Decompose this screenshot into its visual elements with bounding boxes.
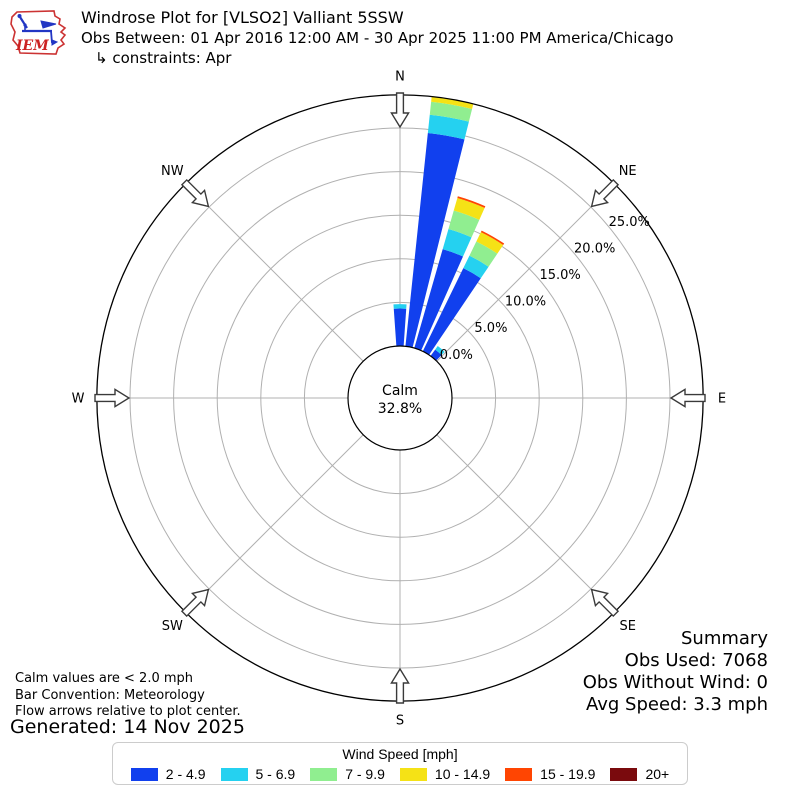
summary-block: Summary Obs Used: 7068 Obs Without Wind:… <box>583 628 768 716</box>
flow-arrow-icon <box>669 388 706 408</box>
grid-spoke <box>185 183 364 362</box>
windrose-bar-segment <box>476 232 504 254</box>
grid-spoke <box>436 183 615 362</box>
windrose-bar-segment <box>480 230 505 246</box>
legend-label: 2 - 4.9 <box>165 766 206 782</box>
legend-item-1: 5 - 6.9 <box>220 766 296 782</box>
compass-label-s: S <box>396 714 404 729</box>
chart-constraints: ↳ constraints: Apr <box>95 49 232 67</box>
windrose-bar-segment <box>422 268 481 355</box>
windrose-bar-segment <box>435 346 445 355</box>
calm-note: Calm values are < 2.0 mph <box>15 671 194 686</box>
title-block: Windrose Plot for [VLSO2] Valliant 5SSW … <box>81 8 674 68</box>
legend-swatch-icon <box>220 767 248 781</box>
windrose-bar-segment <box>453 197 485 220</box>
legend-label: 7 - 9.9 <box>345 766 385 782</box>
legend-item-4: 15 - 19.9 <box>505 766 595 782</box>
windrose-bar-segment <box>427 114 469 140</box>
flow-arrow-icon <box>590 178 620 208</box>
iem-logo: IEM <box>10 10 67 55</box>
ring-tick-label: 5.0% <box>474 321 507 336</box>
summary-avg-speed: Avg Speed: 3.3 mph <box>586 694 768 715</box>
chart-title: Windrose Plot for [VLSO2] Valliant 5SSW <box>81 8 404 27</box>
compass-label-ne: NE <box>619 164 637 179</box>
generated-date: Generated: 14 Nov 2025 <box>10 716 245 738</box>
flow-arrow-icon <box>590 588 620 618</box>
legend-swatch-icon <box>310 767 338 781</box>
compass-label-n: N <box>395 70 405 85</box>
legend-label: 10 - 14.9 <box>434 766 491 782</box>
windrose-bar-segment <box>469 241 498 267</box>
wind-speed-legend: Wind Speed [mph] 2 - 4.9 5 - 6.9 7 - 9.9 10… <box>112 742 688 785</box>
windrose-bar-segment <box>393 308 407 347</box>
legend-swatch-icon <box>610 767 638 781</box>
windrose-bar-segment <box>457 196 486 208</box>
legend-label: 20+ <box>645 766 670 782</box>
ring-tick-label: 15.0% <box>539 268 580 283</box>
calm-percent: 32.8% <box>378 401 422 417</box>
flow-arrow-icon <box>180 588 210 618</box>
legend-item-3: 10 - 14.9 <box>399 766 491 782</box>
legend-label: 15 - 19.9 <box>540 766 596 782</box>
windrose-bar-segment <box>405 132 465 348</box>
windrose-bar-segment <box>431 96 474 109</box>
legend-title: Wind Speed [mph] <box>342 746 458 762</box>
summary-title: Summary <box>681 628 768 649</box>
windrose-bar-segment <box>393 304 407 309</box>
bar-convention-note: Bar Convention: Meteorology <box>15 687 205 703</box>
grid-spoke <box>185 434 364 613</box>
annotations: Calm values are < 2.0 mph Bar Convention… <box>15 671 241 721</box>
windrose-bar-segment <box>414 249 464 351</box>
ring-tick-label: 25.0% <box>609 215 650 230</box>
summary-obs-without-wind: Obs Without Wind: 0 <box>582 672 768 693</box>
logo-text: IEM <box>15 38 49 54</box>
flow-arrow-icon <box>94 388 131 408</box>
legend-item-5: 20+ <box>610 766 669 782</box>
grid-spoke <box>436 434 615 613</box>
legend-swatch-icon <box>505 767 533 781</box>
windrose-bar-segment <box>429 101 473 122</box>
calm-label: Calm <box>382 383 418 399</box>
ring-tick-label: 20.0% <box>574 242 615 257</box>
windrose-bar-segment <box>448 210 480 238</box>
compass-label-e: E <box>718 392 726 407</box>
legend-label: 5 - 6.9 <box>255 766 296 782</box>
legend-swatch-icon <box>399 767 427 781</box>
legend-swatch-icon <box>130 767 158 781</box>
legend-items: 2 - 4.9 5 - 6.9 7 - 9.9 10 - 14.9 15 - 19.9 2… <box>113 766 687 782</box>
ring-tick-label: 0.0% <box>440 348 473 363</box>
flow-arrow-icon <box>180 178 210 208</box>
compass-label-sw: SW <box>162 619 183 634</box>
weather-station-icon <box>17 14 59 46</box>
summary-obs-used: Obs Used: 7068 <box>624 650 768 671</box>
flow-arrow-icon <box>390 92 410 129</box>
compass-label-w: W <box>72 392 85 407</box>
compass-label-se: SE <box>619 619 635 634</box>
chart-subtitle: Obs Between: 01 Apr 2016 12:00 AM - 30 A… <box>81 29 674 47</box>
windrose-bar-segment <box>463 255 489 279</box>
flow-arrows-note: Flow arrows relative to plot center. <box>15 704 241 719</box>
legend-item-2: 7 - 9.9 <box>310 766 385 782</box>
windrose-bar-segment <box>442 228 472 257</box>
calm-circle <box>347 345 453 451</box>
ring-tick-label: 10.0% <box>505 295 546 310</box>
flow-arrow-icon <box>390 667 410 704</box>
compass-label-nw: NW <box>161 164 184 179</box>
legend-item-0: 2 - 4.9 <box>130 766 206 782</box>
